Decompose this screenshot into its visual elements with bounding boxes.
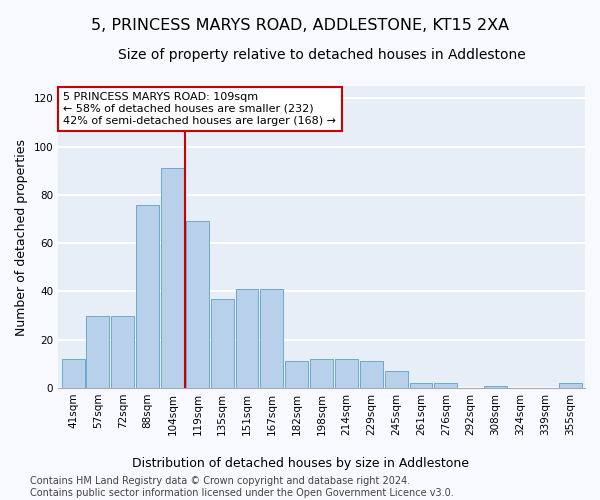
- Bar: [186, 222, 209, 388]
- Bar: [434, 383, 457, 388]
- Bar: [211, 298, 233, 388]
- Bar: [86, 316, 109, 388]
- Text: 5 PRINCESS MARYS ROAD: 109sqm
← 58% of detached houses are smaller (232)
42% of : 5 PRINCESS MARYS ROAD: 109sqm ← 58% of d…: [64, 92, 337, 126]
- Bar: [260, 289, 283, 388]
- Bar: [484, 386, 507, 388]
- Bar: [112, 316, 134, 388]
- Text: 5, PRINCESS MARYS ROAD, ADDLESTONE, KT15 2XA: 5, PRINCESS MARYS ROAD, ADDLESTONE, KT15…: [91, 18, 509, 32]
- Bar: [161, 168, 184, 388]
- Bar: [236, 289, 259, 388]
- Bar: [335, 359, 358, 388]
- Text: Distribution of detached houses by size in Addlestone: Distribution of detached houses by size …: [131, 458, 469, 470]
- Y-axis label: Number of detached properties: Number of detached properties: [15, 138, 28, 336]
- Text: Contains HM Land Registry data © Crown copyright and database right 2024.
Contai: Contains HM Land Registry data © Crown c…: [30, 476, 454, 498]
- Bar: [62, 359, 85, 388]
- Bar: [286, 362, 308, 388]
- Bar: [385, 371, 407, 388]
- Bar: [136, 204, 159, 388]
- Title: Size of property relative to detached houses in Addlestone: Size of property relative to detached ho…: [118, 48, 526, 62]
- Bar: [410, 383, 433, 388]
- Bar: [360, 362, 383, 388]
- Bar: [559, 383, 581, 388]
- Bar: [310, 359, 333, 388]
